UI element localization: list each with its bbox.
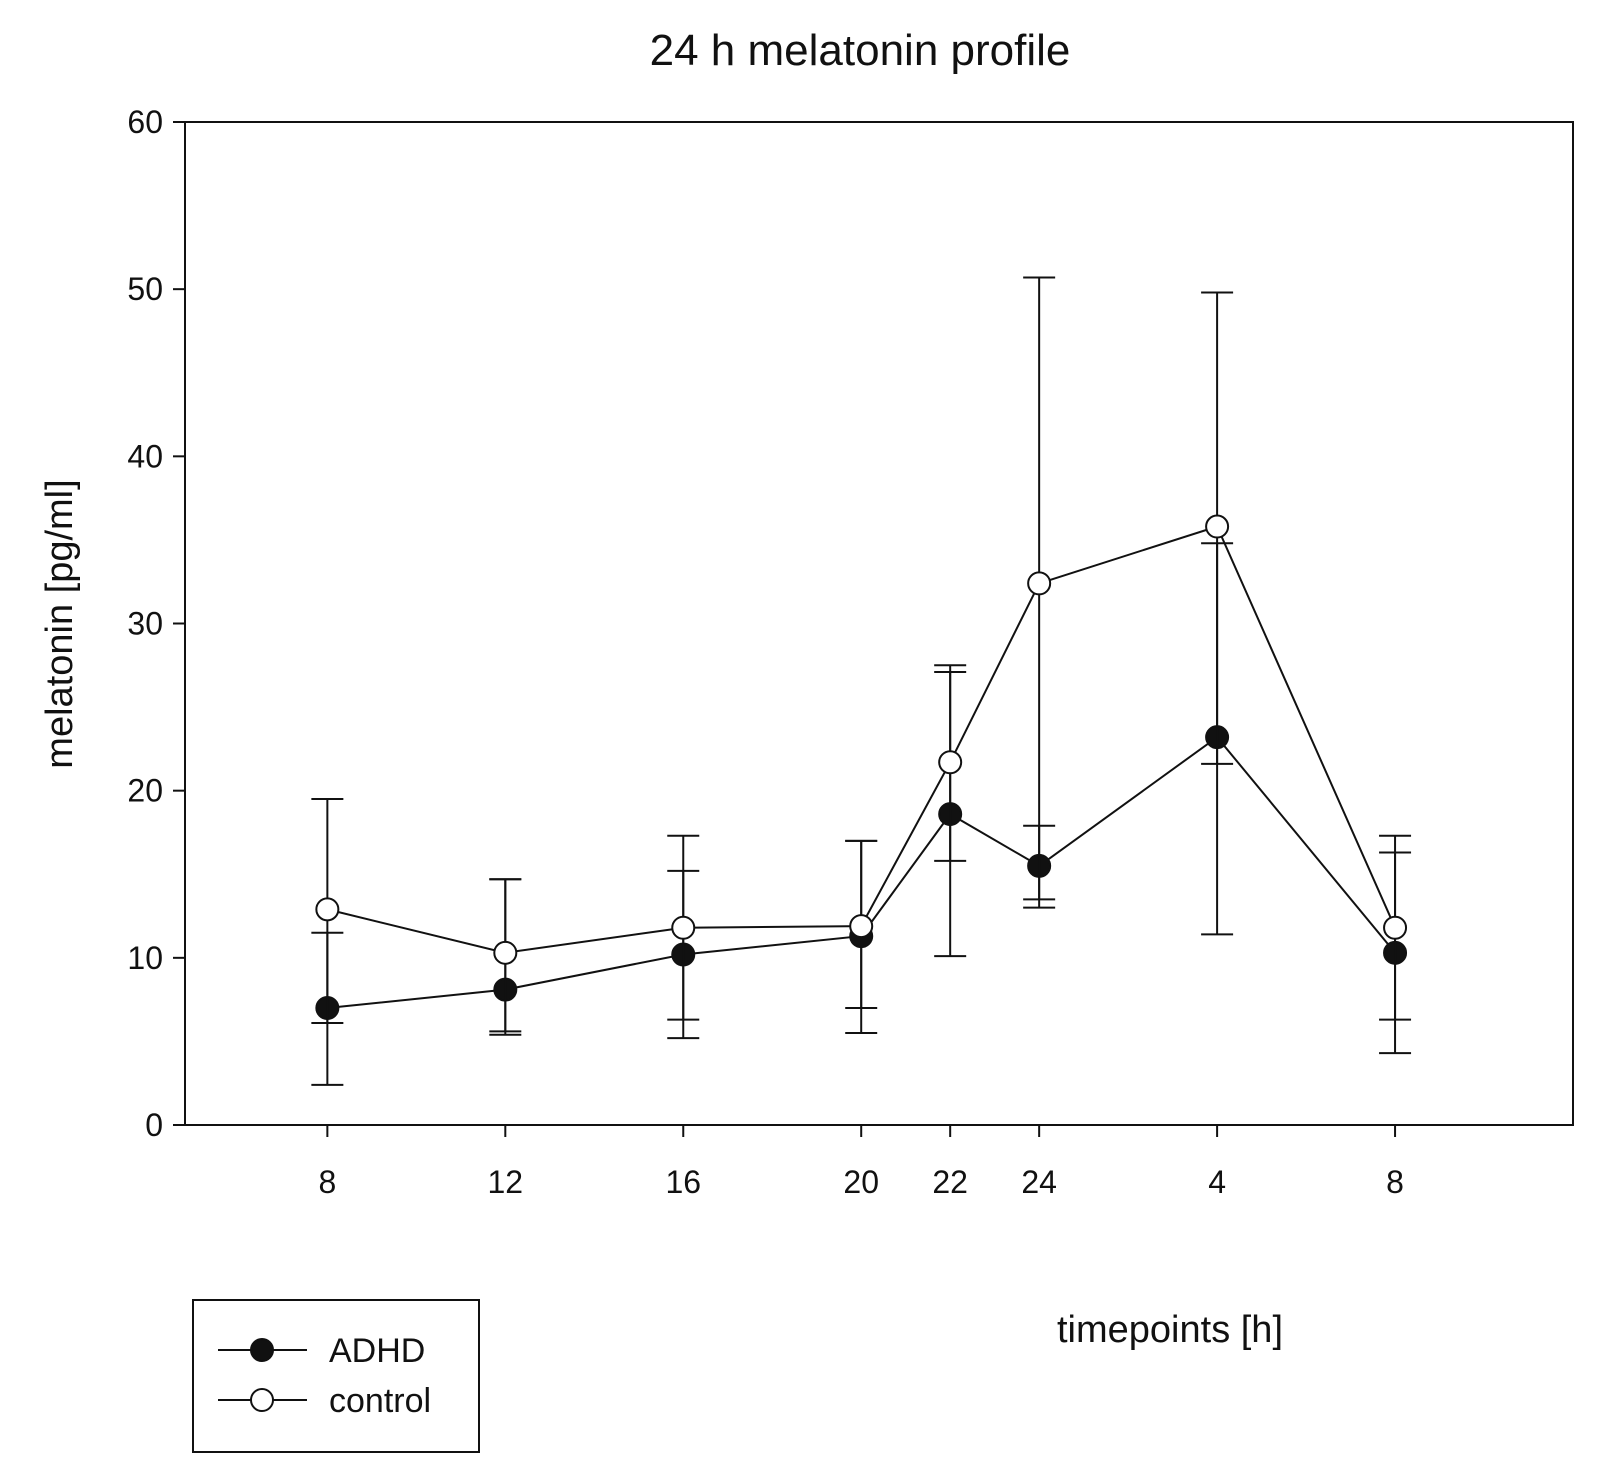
x-axis: 8 12 16 20 22 24 4 8 bbox=[318, 1125, 1404, 1200]
x-tick-label-3: 20 bbox=[843, 1164, 879, 1200]
legend-label-control: control bbox=[329, 1382, 431, 1420]
legend-box bbox=[192, 1299, 480, 1453]
x-axis-label: timepoints [h] bbox=[1057, 1309, 1283, 1351]
legend-item-control: control bbox=[218, 1382, 431, 1420]
data-point-control bbox=[315, 897, 340, 922]
plot-frame bbox=[184, 121, 1574, 1126]
x-tick-label-5: 24 bbox=[1021, 1164, 1057, 1200]
data-point-control bbox=[1027, 571, 1052, 596]
y-axis: 0 10 20 30 40 50 60 bbox=[127, 104, 185, 1143]
x-tick-label-4: 22 bbox=[932, 1164, 968, 1200]
y-tick-label-30: 30 bbox=[127, 606, 163, 642]
legend-marker-control bbox=[250, 1388, 274, 1412]
y-tick-label-10: 10 bbox=[127, 940, 163, 976]
series-layer bbox=[311, 276, 1412, 1086]
data-point-control bbox=[938, 750, 963, 775]
y-tick-label-60: 60 bbox=[127, 104, 163, 140]
x-tick-label-2: 16 bbox=[665, 1164, 701, 1200]
y-tick-label-20: 20 bbox=[127, 773, 163, 809]
series-line-control bbox=[327, 525, 1397, 954]
y-tick-label-50: 50 bbox=[127, 271, 163, 307]
data-point-control bbox=[1383, 915, 1408, 940]
legend-marker-adhd bbox=[250, 1338, 274, 1362]
chart-title: 24 h melatonin profile bbox=[650, 26, 1071, 75]
x-tick-label-0: 8 bbox=[318, 1164, 336, 1200]
y-axis-label: melatonin [pg/ml] bbox=[39, 479, 81, 768]
legend: ADHD control bbox=[192, 1299, 480, 1453]
series-line-adhd bbox=[327, 735, 1396, 1009]
legend-label-adhd: ADHD bbox=[329, 1332, 425, 1370]
data-point-control bbox=[1205, 514, 1230, 539]
x-tick-label-6: 4 bbox=[1208, 1164, 1226, 1200]
data-point-control bbox=[671, 915, 696, 940]
data-point-control bbox=[849, 914, 874, 939]
y-tick-label-0: 0 bbox=[145, 1107, 163, 1143]
legend-item-adhd: ADHD bbox=[218, 1332, 425, 1370]
x-tick-label-1: 12 bbox=[488, 1164, 524, 1200]
x-tick-label-7: 8 bbox=[1386, 1164, 1404, 1200]
data-point-control bbox=[493, 940, 518, 965]
series-control bbox=[311, 276, 1412, 1036]
y-tick-label-40: 40 bbox=[127, 438, 163, 474]
